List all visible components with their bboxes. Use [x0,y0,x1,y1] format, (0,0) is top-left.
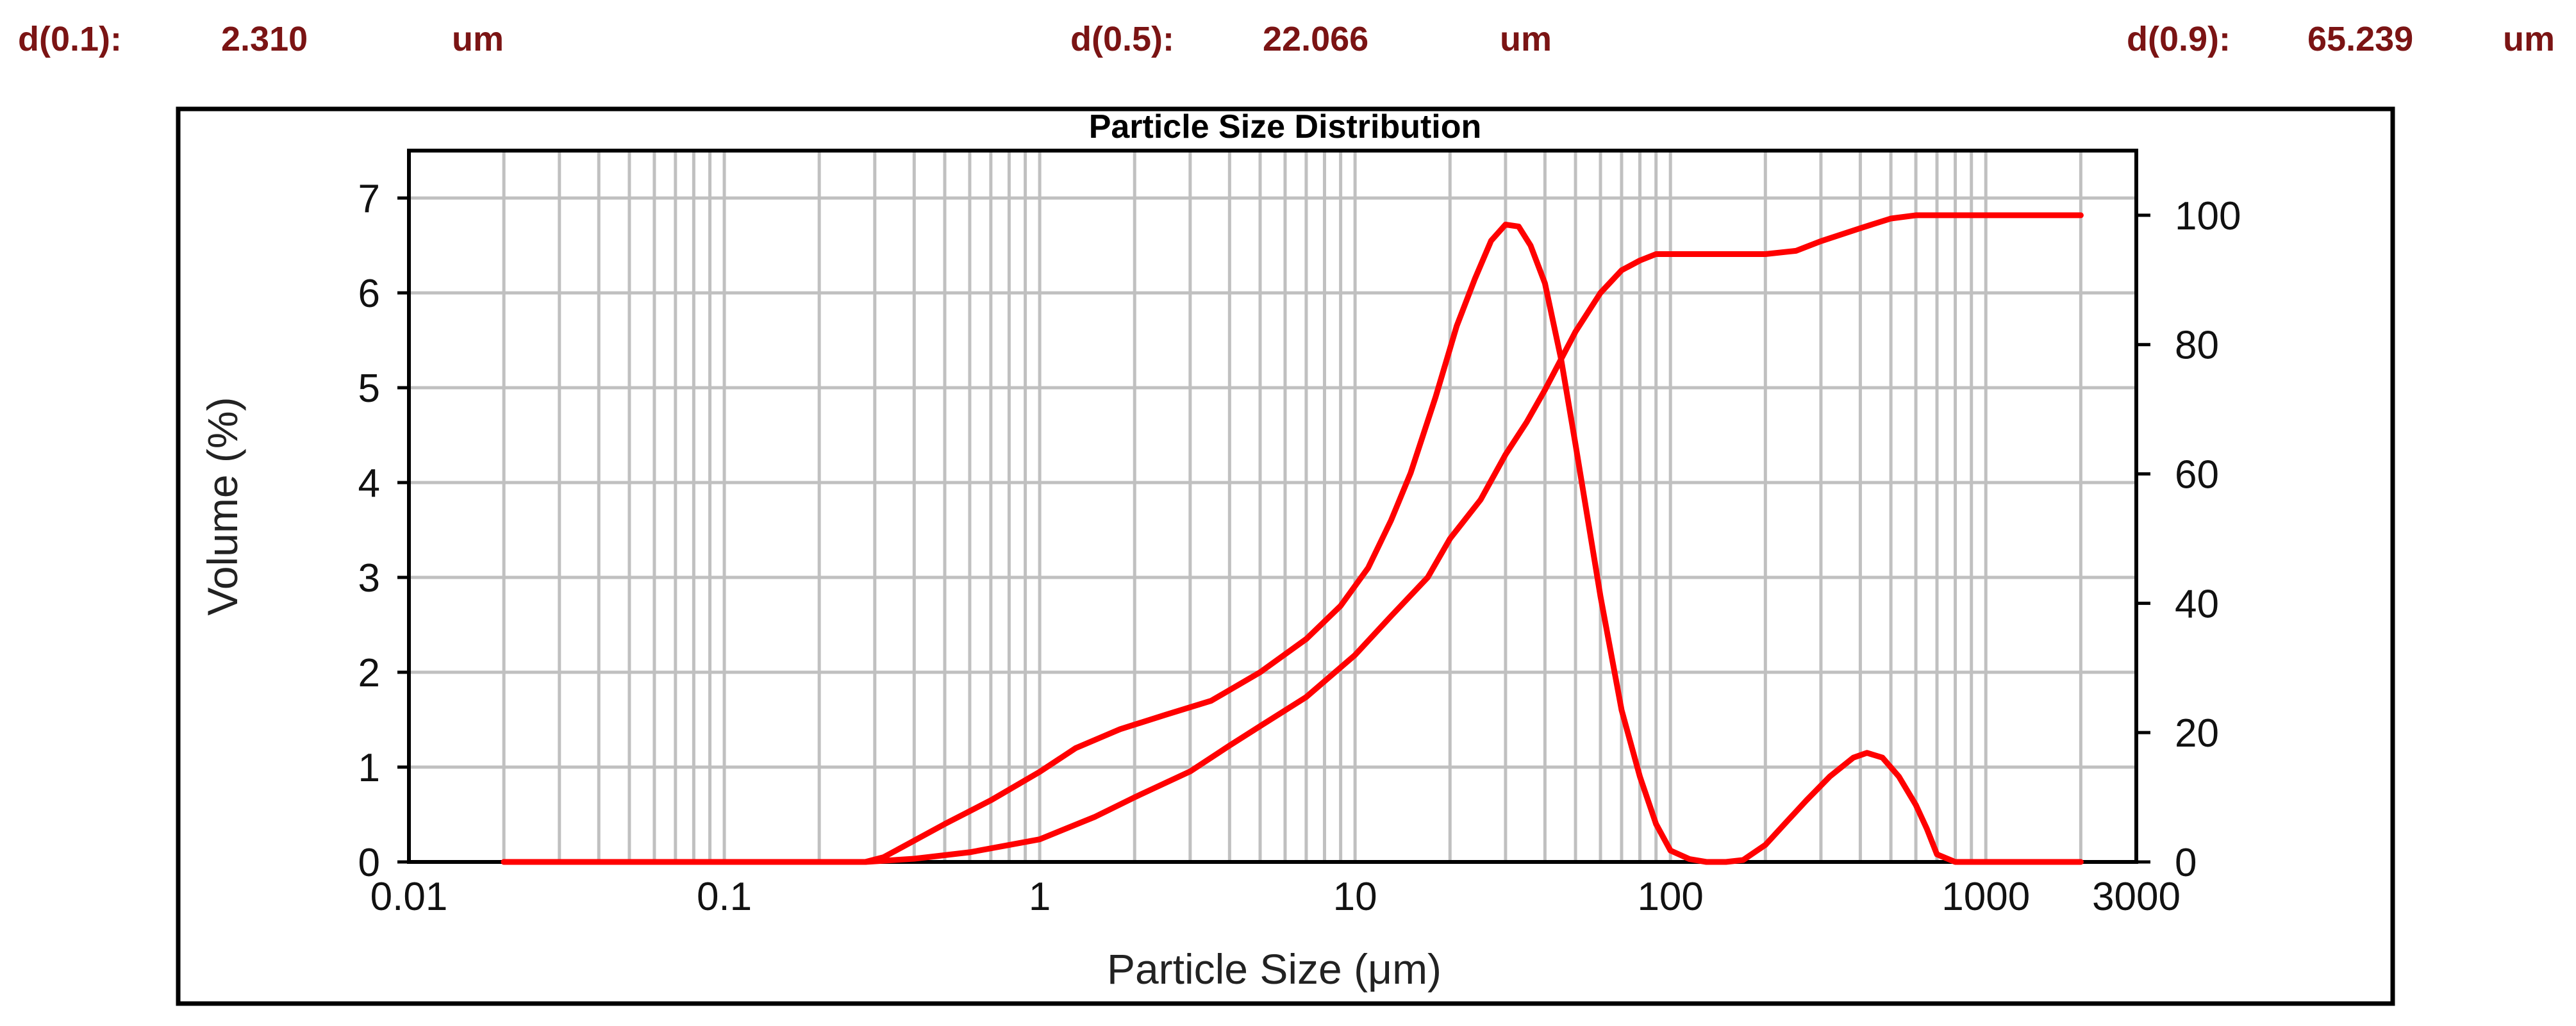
x-tick-label: 100 [1637,875,1703,919]
x-tick-label: 1 [1029,875,1051,919]
x-tick-label: 0.1 [697,875,752,919]
plot-area [407,149,2138,864]
y-tick-label: 5 [358,367,380,411]
y-tick-label: 1 [358,746,380,790]
chart-title: Particle Size Distribution [1089,108,1482,145]
volume-distribution-curve [501,221,2084,865]
d50-unit: um [1500,20,1552,58]
y2-tick-label: 60 [2175,453,2219,497]
y-tick-label: 2 [358,651,380,695]
left-y-axis: 0 1 2 3 4 5 6 7 [358,177,409,885]
d90-value: 65.239 [2307,20,2414,58]
y-tick-label: 3 [358,556,380,600]
y-tick-label: 0 [358,841,380,885]
x-axis-title: Particle Size (μm) [1107,945,1442,993]
series-group [501,212,2084,865]
d10-label: d(0.1): [18,20,122,58]
x-tick-label: 1000 [1941,875,2030,919]
d10-value: 2.310 [221,20,308,58]
y2-tick-label: 20 [2175,711,2219,756]
grid-lines [409,151,2136,862]
d50-value: 22.066 [1263,20,1369,58]
x-tick-label: 3000 [2092,875,2181,919]
y-tick-label: 7 [358,177,380,221]
y-axis-title: Volume (%) [199,397,246,615]
cumulative-volume-curve [501,212,2084,865]
d10-unit: um [452,20,504,58]
x-tick-label: 0.01 [370,875,448,919]
statistics-bar: d(0.1): 2.310 um d(0.5): 22.066 um d(0.9… [0,19,2576,64]
y2-tick-label: 40 [2175,582,2219,626]
y-tick-label: 4 [358,461,380,506]
x-tick-label: 10 [1333,875,1377,919]
chart-frame [176,106,2395,1006]
d90-unit: um [2503,20,2555,58]
y-tick-label: 6 [358,272,380,316]
d50-label: d(0.5): [1070,20,1174,58]
y2-tick-label: 0 [2175,841,2197,885]
y2-tick-label: 80 [2175,324,2219,368]
d90-label: d(0.9): [2127,20,2231,58]
y2-tick-label: 100 [2175,194,2241,238]
x-axis: 0.01 0.1 1 10 100 1000 3000 [370,875,2181,919]
right-y-axis: 0 20 40 60 80 100 [2136,194,2241,885]
